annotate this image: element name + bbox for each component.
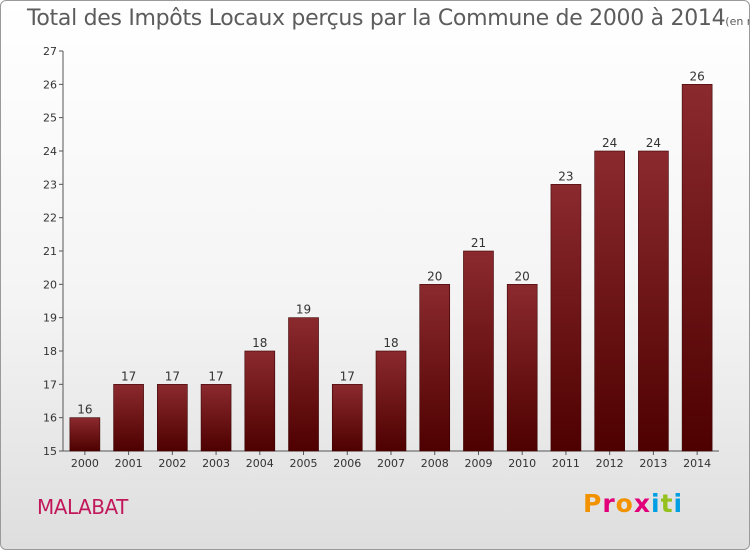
- bar-2012: [594, 150, 625, 452]
- bar-2002: [157, 384, 188, 452]
- y-tick-label: 19: [43, 312, 57, 325]
- data-label-2008: 20: [427, 269, 442, 283]
- y-tick-label: 26: [43, 78, 57, 91]
- bar-2005: [288, 317, 319, 452]
- logo-letter: o: [615, 489, 634, 518]
- x-tick-label: 2003: [202, 457, 230, 470]
- bar-2008: [419, 284, 451, 452]
- data-label-2013: 24: [646, 136, 661, 150]
- bar-2007: [375, 350, 407, 452]
- data-label-2004: 18: [252, 336, 267, 350]
- y-tick-label: 25: [43, 112, 57, 125]
- bar-2011: [550, 184, 582, 452]
- x-axis: 2000 2001 2002 2003 2004 2005 2006 2007 2008 2009…: [63, 450, 719, 470]
- bar-2010: [506, 284, 538, 452]
- data-label-2000: 16: [77, 403, 92, 417]
- y-tick-label: 17: [43, 378, 57, 391]
- y-tick-label: 22: [43, 212, 57, 225]
- y-tick-label: 16: [43, 412, 57, 425]
- data-label-2011: 23: [558, 169, 573, 183]
- bar-2014: [681, 84, 713, 452]
- x-tick-label: 2008: [421, 457, 449, 470]
- logo-letter: x: [633, 489, 651, 518]
- y-tick-label: 18: [43, 345, 57, 358]
- bar-2006: [331, 384, 363, 452]
- x-tick-label: 2005: [290, 457, 318, 470]
- data-label-2010: 20: [515, 269, 530, 283]
- x-tick-label: 2002: [158, 457, 186, 470]
- bars: [69, 84, 713, 452]
- data-label-2006: 17: [340, 369, 355, 383]
- bar-2004: [244, 350, 276, 452]
- x-tick-label: 2007: [377, 457, 405, 470]
- data-label-2009: 21: [471, 236, 486, 250]
- chart-title: Total des Impôts Locaux perçus par la Co…: [27, 6, 749, 31]
- x-tick-label: 2011: [552, 457, 580, 470]
- bar-2013: [638, 150, 669, 452]
- x-tick-label: 2000: [71, 457, 99, 470]
- x-tick-label: 2001: [115, 457, 143, 470]
- x-tick-label: 2013: [639, 457, 667, 470]
- y-tick-label: 21: [43, 245, 57, 258]
- y-axis: 15 16 17 18 19 20 21 22 23 24 25 26 27: [43, 45, 64, 458]
- logo-letter: r: [602, 489, 616, 518]
- data-label-2002: 17: [165, 369, 180, 383]
- data-label-2012: 24: [602, 136, 617, 150]
- data-label-2003: 17: [208, 369, 223, 383]
- y-tick-label: 20: [43, 278, 57, 291]
- y-tick-label: 24: [43, 145, 57, 158]
- x-tick-label: 2009: [464, 457, 492, 470]
- logo-letter: i: [673, 489, 684, 518]
- proxiti-logo: Proxiti: [583, 489, 683, 518]
- x-tick-label: 2006: [333, 457, 361, 470]
- y-tick-label: 27: [43, 45, 57, 58]
- chart-title-unit: (en milliers d'€): [725, 15, 749, 28]
- data-labels: 16 17 17 17 18 19 17 18 20 21 20 23 24 24 26: [77, 69, 705, 416]
- bar-2009: [463, 250, 494, 452]
- bar-2001: [113, 384, 144, 452]
- y-tick-label: 15: [43, 445, 57, 458]
- data-label-2014: 26: [689, 69, 704, 83]
- x-tick-label: 2010: [508, 457, 536, 470]
- x-tick-label: 2012: [596, 457, 624, 470]
- logo-letter: i: [651, 489, 661, 518]
- logo-letter: t: [660, 489, 674, 518]
- chart-title-text: Total des Impôts Locaux perçus par la Co…: [27, 6, 726, 31]
- x-tick-label: 2004: [246, 457, 274, 470]
- data-label-2005: 19: [296, 303, 311, 317]
- y-tick-label: 23: [43, 178, 57, 191]
- data-label-2007: 18: [383, 336, 398, 350]
- bar-2000: [69, 417, 101, 452]
- x-tick-label: 2014: [683, 457, 711, 470]
- data-label-2001: 17: [121, 369, 136, 383]
- logo-letter: P: [583, 489, 603, 518]
- bar-2003: [200, 384, 232, 452]
- commune-name: MALABAT: [37, 495, 128, 519]
